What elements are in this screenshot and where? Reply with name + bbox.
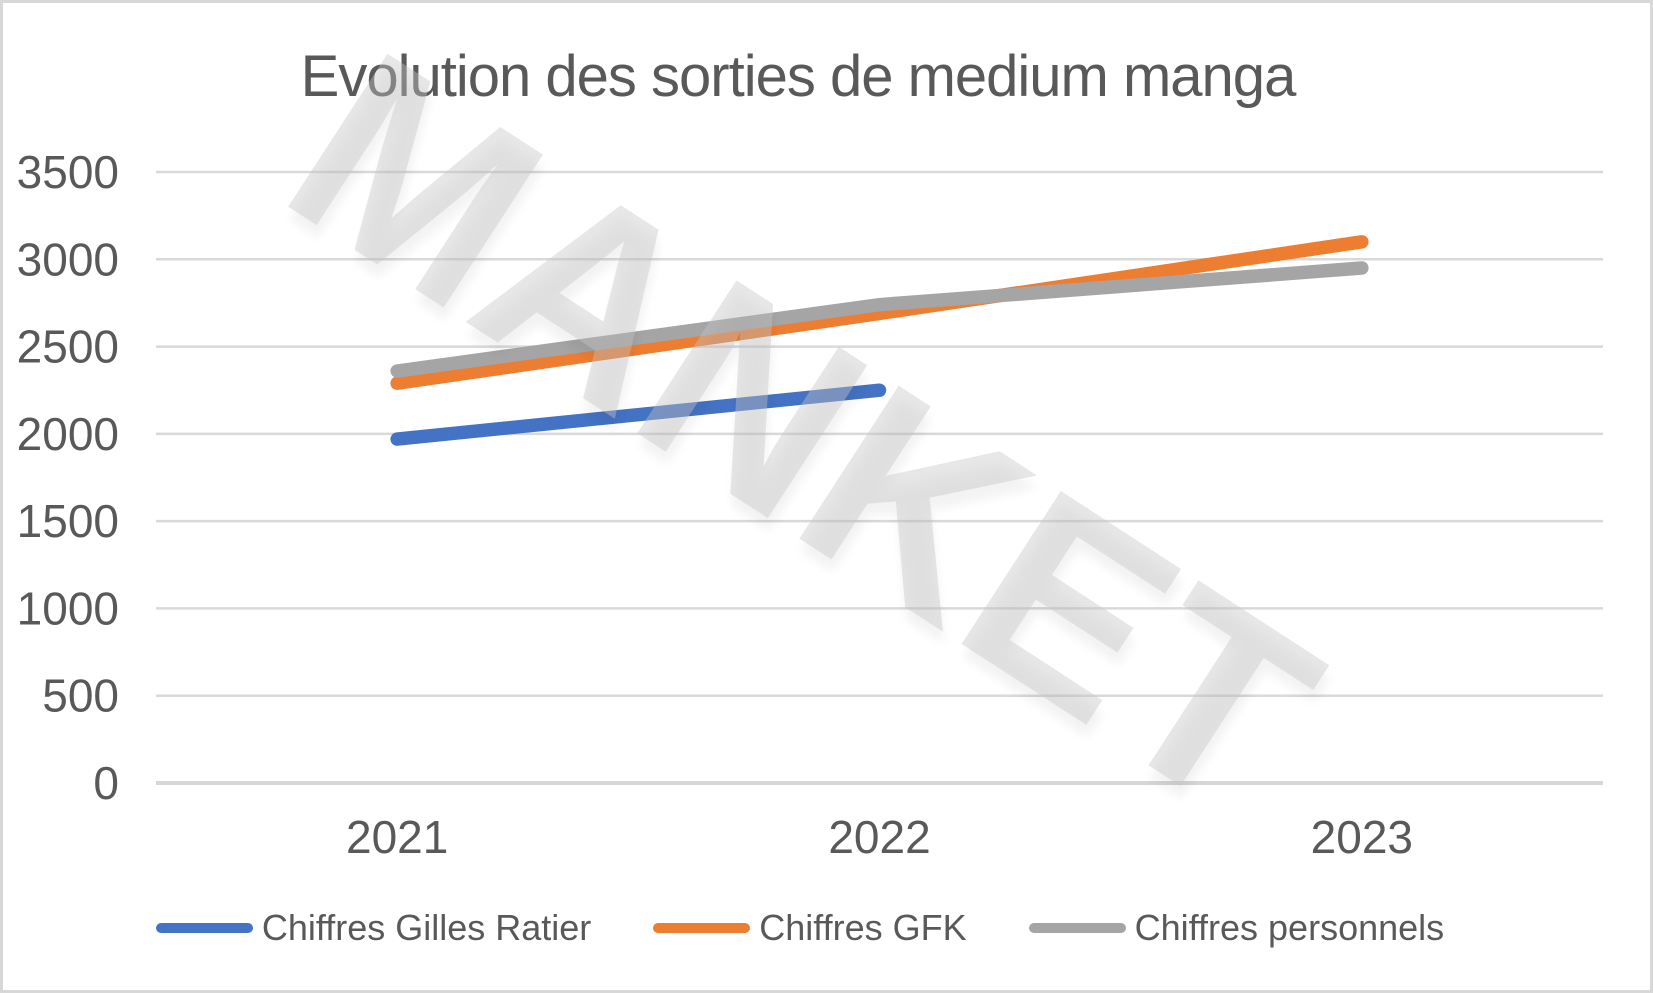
y-tick-label: 3500 xyxy=(17,146,119,198)
legend-label: Chiffres personnels xyxy=(1134,907,1445,948)
line-chart-plot-area: 3500 3000 2500 2000 1500 1000 500 0 2021 2022 2023 xyxy=(17,146,1603,863)
y-tick-label: 0 xyxy=(93,757,119,809)
legend-swatch-blue-line-icon xyxy=(155,923,253,933)
y-tick-label: 3000 xyxy=(17,233,119,285)
y-tick-label: 500 xyxy=(42,670,119,722)
legend-label: Chiffres GFK xyxy=(759,907,967,948)
x-tick-label: 2022 xyxy=(828,811,930,863)
x-tick-label: 2021 xyxy=(346,811,448,863)
legend-item-gfk: Chiffres GFK xyxy=(653,907,967,949)
series-line-chiffres-gilles-ratier xyxy=(390,383,887,446)
legend-swatch-orange-line-icon xyxy=(653,923,751,933)
legend-label: Chiffres Gilles Ratier xyxy=(261,907,592,948)
y-tick-label: 1000 xyxy=(17,582,119,634)
y-tick-label: 2500 xyxy=(17,321,119,373)
chart-legend: Chiffres Gilles Ratier Chiffres GFK Chif… xyxy=(3,902,1597,954)
legend-swatch-gray-line-icon xyxy=(1028,923,1126,933)
y-tick-label: 2000 xyxy=(17,408,119,460)
chart-title: Evolution des sorties de medium manga xyxy=(300,44,1297,109)
series-line-chiffres-personnels xyxy=(390,261,1369,378)
y-tick-label: 1500 xyxy=(17,495,119,547)
series-line-chiffres-gfk xyxy=(390,235,1369,390)
legend-item-gilles-ratier: Chiffres Gilles Ratier xyxy=(155,907,592,949)
x-tick-label: 2023 xyxy=(1311,811,1413,863)
legend-item-personnels: Chiffres personnels xyxy=(1028,907,1445,949)
